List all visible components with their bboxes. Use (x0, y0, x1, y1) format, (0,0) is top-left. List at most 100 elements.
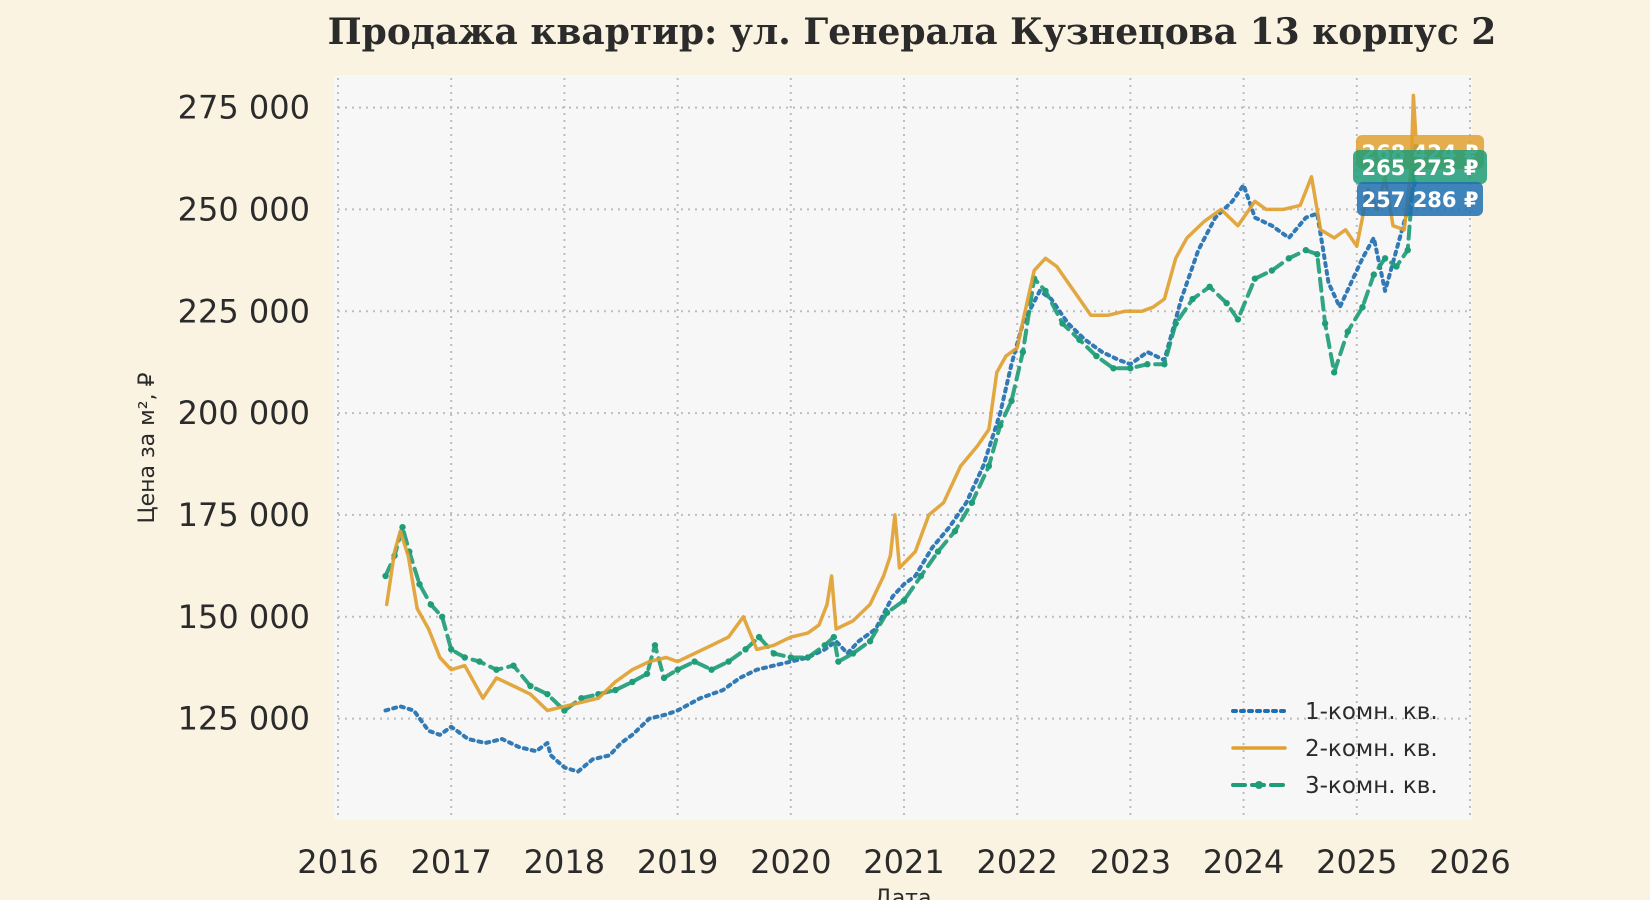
series-point-3 (643, 670, 651, 677)
end-badge-label: 265 273 ₽ (1362, 156, 1479, 180)
series-point-3 (708, 666, 715, 673)
series-point-3 (476, 658, 483, 665)
series-point-3 (866, 638, 874, 645)
series-layer (382, 93, 1419, 774)
series-point-3 (1144, 361, 1151, 368)
y-tick-label: 125 000 (178, 700, 310, 738)
series-point-3 (1381, 255, 1389, 262)
series-point-3 (951, 528, 959, 535)
x-tick-label: 2018 (524, 843, 605, 881)
series-point-3 (1110, 365, 1117, 372)
series-point-3 (917, 572, 925, 580)
y-tick-label: 175 000 (178, 496, 310, 534)
series-point-3 (997, 422, 1004, 429)
series-point-3 (787, 654, 794, 661)
series-point-3 (968, 499, 976, 506)
series-point-3 (461, 654, 468, 661)
series-point-3 (1076, 336, 1083, 343)
series-point-3 (725, 658, 732, 665)
series-point-3 (651, 642, 659, 649)
x-tick-label: 2017 (410, 843, 491, 881)
series-point-3 (804, 654, 811, 661)
series-line-3 (383, 145, 1418, 713)
series-point-3 (1302, 246, 1310, 254)
series-point-3 (438, 613, 446, 620)
y-tick-label: 275 000 (178, 89, 310, 127)
legend-item-2: 2-комн. кв. (1231, 736, 1438, 762)
series-point-3 (821, 642, 828, 649)
series-point-3 (1404, 246, 1411, 254)
legend-label: 2-комн. кв. (1305, 736, 1438, 762)
x-tick-label: 2022 (976, 843, 1057, 881)
x-tick-label: 2020 (750, 843, 831, 881)
x-tick-label: 2025 (1316, 843, 1397, 881)
series-point-3 (1370, 271, 1377, 278)
series-point-3 (399, 523, 406, 531)
chart-title: Продажа квартир: ул. Генерала Кузнецова … (328, 11, 1497, 53)
series-point-3 (985, 462, 993, 470)
series-point-3 (1234, 316, 1242, 323)
series-point-3 (1161, 361, 1168, 368)
x-tick-label: 2023 (1090, 843, 1171, 881)
series-point-3 (1344, 328, 1351, 335)
series-point-3 (1393, 263, 1400, 270)
series-point-3 (830, 633, 838, 641)
x-tick-label: 2021 (863, 843, 944, 881)
grid-lines (337, 78, 1471, 818)
series-point-3 (883, 609, 891, 616)
legend-label: 3-комн. кв. (1305, 773, 1438, 799)
series-point-3 (382, 572, 389, 580)
series-point-3 (1127, 365, 1134, 372)
legend-label: 1-комн. кв. (1305, 699, 1438, 725)
series-point-3 (527, 682, 534, 690)
series-point-3 (849, 650, 857, 657)
series-point-3 (561, 707, 568, 714)
y-tick-label: 225 000 (178, 292, 310, 330)
series-point-3 (578, 695, 585, 702)
series-point-3 (674, 666, 681, 673)
series-point-3 (742, 646, 749, 653)
series-point-3 (1189, 295, 1196, 303)
series-point-3 (427, 601, 435, 608)
series-point-3 (629, 678, 636, 686)
series-point-3 (416, 580, 423, 588)
series-point-3 (544, 690, 551, 698)
series-point-3 (660, 674, 668, 682)
series-point-3 (1223, 299, 1230, 307)
series-point-3 (1042, 287, 1049, 295)
x-tick-label: 2019 (637, 843, 718, 881)
end-badge-1: 257 286 ₽ (1357, 182, 1483, 216)
legend-item-1: 1-комн. кв. (1231, 699, 1438, 725)
y-tick-label: 150 000 (178, 598, 310, 636)
legend-item-3: 3-комн. кв. (1231, 773, 1438, 799)
series-point-3 (835, 658, 842, 665)
end-badge-3: 265 273 ₽ (1353, 150, 1487, 184)
series-point-3 (1059, 320, 1066, 327)
series-point-3 (1172, 320, 1179, 327)
x-tick-label: 2026 (1429, 843, 1510, 881)
series-point-3 (755, 633, 763, 641)
series-point-3 (1330, 369, 1338, 376)
end-badge-bg (1353, 150, 1487, 184)
end-badge-bg (1357, 182, 1483, 216)
series-point-3 (612, 686, 619, 694)
end-value-badges: 268 424 ₽265 273 ₽257 286 ₽ (1353, 135, 1487, 216)
series-line-2 (384, 93, 1418, 713)
series-point-3 (900, 597, 908, 604)
series-point-3 (1268, 267, 1276, 274)
series-point-3 (510, 662, 517, 669)
y-tick-label: 200 000 (178, 394, 310, 432)
series-line-1 (383, 177, 1418, 774)
series-point-3 (1206, 283, 1213, 291)
x-tick-labels: 2016 2017 2018 2019 2020 2021 2022 2023 2024 2025… (297, 843, 1510, 881)
series-point-3 (1321, 320, 1329, 327)
series-point-3 (1285, 255, 1293, 262)
series-point-3 (1251, 275, 1259, 282)
y-tick-labels: 125 000 150 000 175 000 200 000 225 000 250 0… (178, 89, 310, 738)
series-point-3 (1008, 397, 1015, 405)
x-axis-label: Дата (875, 886, 932, 900)
y-tick-label: 250 000 (178, 190, 310, 228)
series-point-3 (448, 646, 455, 653)
